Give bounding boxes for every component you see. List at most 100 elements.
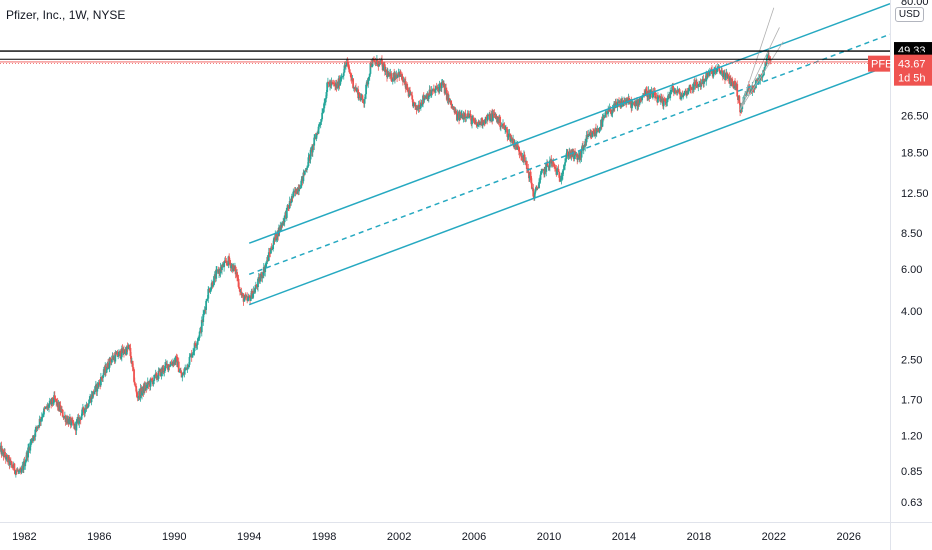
candle-up (765, 57, 768, 65)
price-axis[interactable]: 80.00 26.50 18.50 12.50 8.50 6.00 4.00 2.50 1.70… (890, 0, 929, 550)
candle-up (275, 238, 278, 241)
candle-down (333, 83, 336, 85)
candle-down (238, 286, 241, 289)
y-tick-label: 6.00 (901, 264, 922, 276)
candle-down (1, 449, 4, 451)
candle-up (181, 375, 184, 378)
candle-down (406, 89, 409, 92)
candle-down (155, 373, 158, 379)
symbol-title[interactable]: Pfizer, Inc., 1W, NYSE (6, 8, 126, 22)
candle-down (509, 133, 512, 142)
candle-down (115, 353, 117, 355)
candle-up (345, 65, 347, 67)
candle-down (435, 86, 438, 88)
candle-down (576, 153, 579, 160)
candle-up (78, 417, 81, 424)
candle-up (545, 164, 548, 172)
candle-up (244, 295, 246, 299)
candle-up (63, 416, 66, 418)
candle-down (376, 59, 379, 66)
x-tick-label: 1994 (237, 531, 261, 543)
candle-down (287, 205, 290, 207)
fan-line-1[interactable] (739, 7, 775, 110)
candle-up (646, 95, 649, 97)
candle-down (208, 288, 211, 293)
candle-down (289, 201, 292, 203)
drawing-layer[interactable] (248, 2, 891, 306)
candle-up (189, 355, 192, 358)
candle-up (261, 275, 264, 279)
candle-up (340, 76, 343, 80)
candle-up (321, 112, 324, 114)
candle-up (421, 104, 424, 106)
candle-down (241, 294, 244, 295)
candle-down (332, 82, 334, 84)
candle-down (295, 188, 298, 194)
candle-up (315, 134, 318, 139)
candle-up (267, 252, 270, 261)
candle-up (212, 284, 215, 287)
candle-down (736, 84, 739, 97)
candle-up (48, 404, 50, 408)
candle-down (429, 89, 432, 96)
candle-up (510, 137, 512, 142)
candle-up (243, 298, 246, 302)
candle-up (154, 374, 156, 376)
candle-up (476, 123, 479, 127)
candle-up (631, 102, 633, 109)
candle-up (52, 402, 55, 404)
candle-up (427, 95, 430, 99)
channel-line-2[interactable] (248, 33, 891, 276)
candle-down (390, 73, 393, 81)
candle-down (566, 151, 569, 157)
candle-up (434, 89, 437, 92)
candle-down (123, 349, 125, 354)
channel-line-1[interactable] (248, 2, 891, 244)
candle-up (540, 172, 543, 175)
candle-down (151, 379, 153, 381)
x-tick-label: 2002 (387, 531, 411, 543)
candle-down (180, 373, 183, 378)
candle-down (752, 85, 754, 88)
candle-up (169, 362, 172, 366)
candle-down (690, 88, 693, 90)
candle-up (444, 87, 447, 94)
candle-down (107, 362, 109, 368)
time-axis[interactable]: 1982 1986 1990 1994 1998 2002 2006 2010 2014 2018… (0, 522, 932, 544)
candle-up (749, 90, 752, 92)
candle-up (742, 101, 744, 104)
candle-up (563, 165, 566, 170)
candle-up (665, 102, 668, 104)
candle-up (559, 179, 562, 182)
candle-up (20, 468, 23, 473)
channel-line-3[interactable] (248, 64, 891, 306)
candle-down (420, 102, 423, 105)
candle-down (505, 128, 508, 130)
candle-down (194, 343, 197, 346)
candle-down (439, 83, 442, 85)
candle-up (53, 395, 55, 403)
candle-up (324, 102, 326, 104)
candle-down (53, 395, 56, 399)
candle-up (309, 149, 312, 160)
candle-up (127, 347, 130, 349)
candle-down (82, 407, 85, 412)
fan-line-2[interactable] (739, 27, 780, 110)
candle-up (703, 81, 705, 84)
candle-down (355, 87, 357, 91)
candle-down (377, 65, 380, 67)
currency-label[interactable]: USD (894, 7, 924, 22)
candle-down (714, 69, 717, 73)
candle-up (254, 285, 257, 289)
candle-down (385, 69, 388, 71)
last-price-badge-bg (894, 54, 932, 86)
candle-up (585, 135, 588, 143)
candle-down (643, 93, 646, 96)
candle-down (574, 151, 576, 156)
candle-up (460, 114, 463, 119)
candle-up (430, 90, 433, 95)
candle-up (259, 277, 262, 282)
fan-line-3[interactable] (739, 41, 784, 110)
candle-down (128, 345, 131, 348)
